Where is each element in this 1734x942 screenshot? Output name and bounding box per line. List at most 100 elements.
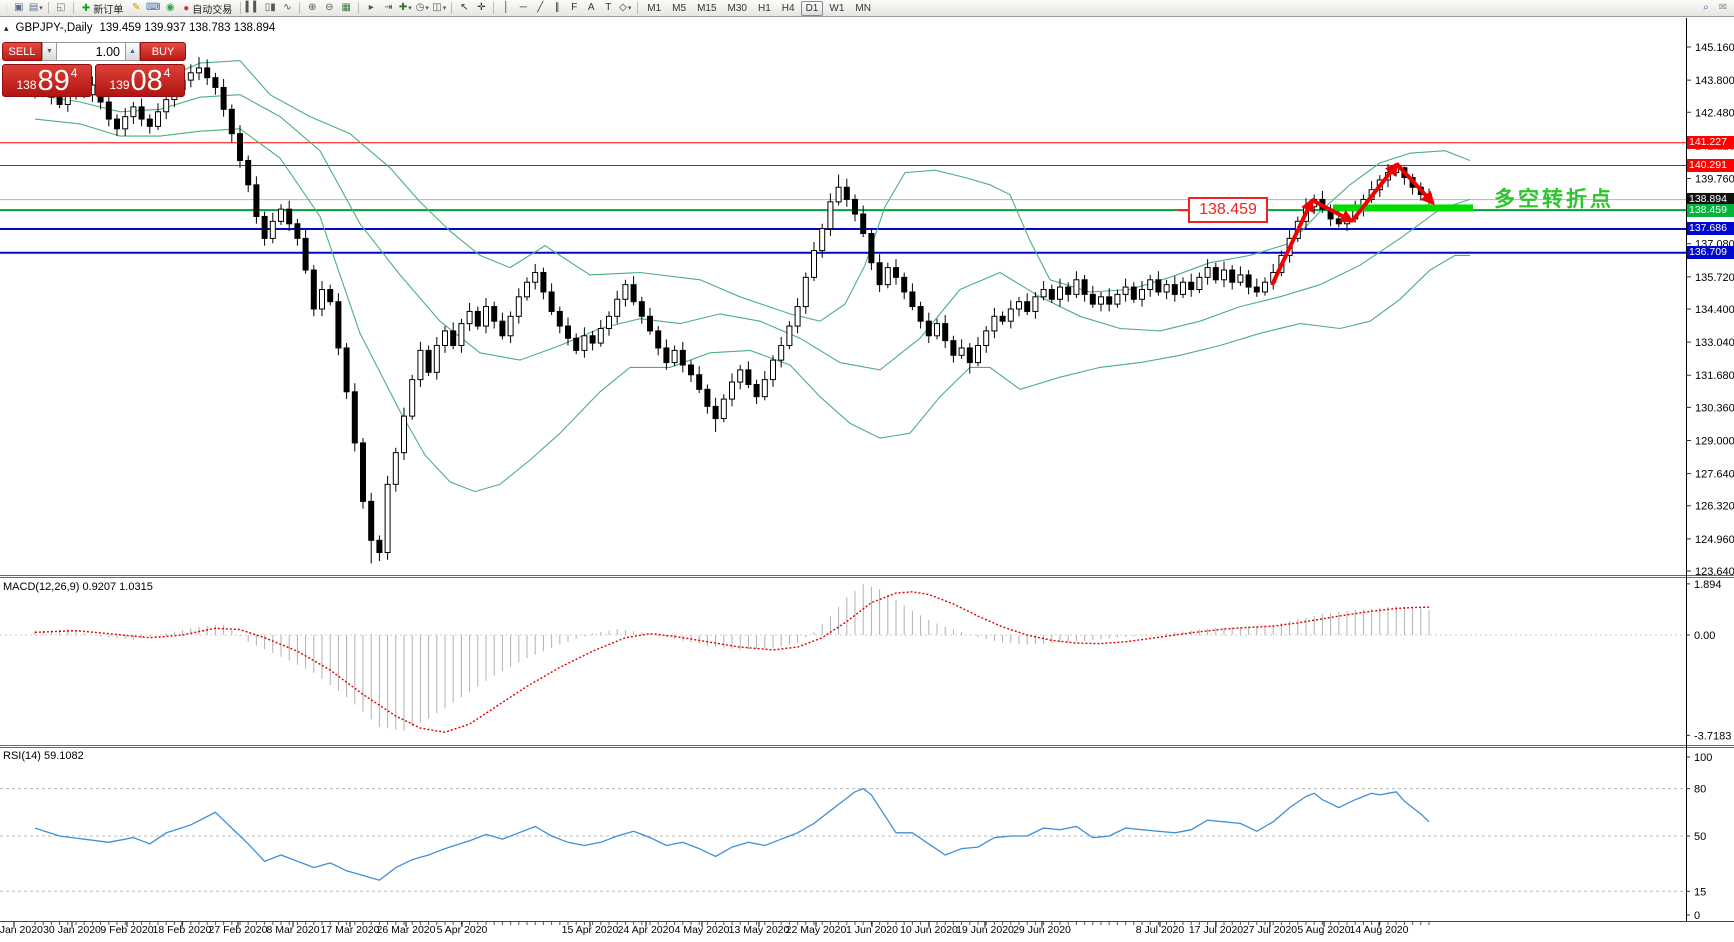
- timeframe-w1[interactable]: W1: [829, 2, 845, 14]
- candle: [245, 159, 252, 186]
- candle: [310, 269, 317, 310]
- timeframe-m30[interactable]: M30: [727, 2, 747, 14]
- zoom-out-icon[interactable]: ⊖: [325, 2, 334, 13]
- horizontal-line-icon[interactable]: ─: [519, 2, 527, 13]
- bar-chart-icon[interactable]: ▍▍: [245, 2, 261, 13]
- volume-increase-spinner[interactable]: ▲: [125, 42, 140, 61]
- candle: [450, 330, 457, 347]
- sell-button[interactable]: SELL: [2, 42, 42, 61]
- data-window-icon[interactable]: ◱: [56, 2, 66, 13]
- date-tick-label: 21 Jan 2020: [0, 924, 43, 936]
- date-tick-label: 17 Mar 2020: [321, 924, 380, 936]
- timeframe-mn[interactable]: MN: [855, 2, 871, 14]
- buy-price-prefix: 139: [109, 78, 130, 92]
- equidistant-channel-icon[interactable]: ∥: [554, 2, 560, 13]
- date-tick-label: 30 Jan 2020: [43, 924, 101, 936]
- symbol-icon: ▴: [4, 23, 9, 33]
- styler-icon[interactable]: ✎: [132, 2, 141, 13]
- terminal-icon[interactable]: ⌨: [146, 2, 161, 13]
- trendline-icon[interactable]: ╱: [537, 2, 544, 13]
- date-tick-label: 17 Jul 2020: [1189, 924, 1243, 936]
- shapes-icon[interactable]: ◇▾: [619, 2, 632, 13]
- candle: [1155, 279, 1162, 293]
- cursor-icon[interactable]: ↖: [460, 2, 469, 13]
- vertical-line-icon[interactable]: │: [503, 2, 510, 13]
- candle: [876, 262, 883, 286]
- volume-decrease-spinner[interactable]: ▼: [42, 42, 57, 61]
- buy-price-pip: 4: [163, 66, 171, 80]
- candle: [376, 539, 383, 553]
- candle: [212, 77, 219, 88]
- toolbar-grip: ┆: [4, 3, 9, 13]
- candle: [286, 208, 293, 225]
- chat-icon[interactable]: ✉: [1718, 2, 1728, 13]
- candle: [1130, 286, 1137, 300]
- candle: [228, 108, 235, 135]
- candle: [401, 415, 407, 454]
- candle: [917, 306, 924, 322]
- periods-icon[interactable]: ◷▾: [415, 2, 429, 13]
- candle: [1081, 279, 1088, 295]
- signals-icon[interactable]: ◉: [165, 2, 175, 13]
- candle: [1139, 289, 1145, 300]
- price-tick-label: 135.720: [1695, 272, 1734, 284]
- candlestick-chart-icon[interactable]: ▯▮: [264, 2, 276, 13]
- timeframe-m1[interactable]: M1: [647, 2, 662, 14]
- timeframe-m15[interactable]: M15: [697, 2, 717, 14]
- sell-price-button[interactable]: 138 89 4: [2, 64, 92, 97]
- timeframe-h1[interactable]: H1: [757, 2, 771, 14]
- price-marker-label: 140.291: [1687, 159, 1734, 173]
- candle: [237, 133, 243, 161]
- buy-button[interactable]: BUY: [140, 42, 186, 61]
- templates-icon[interactable]: ◫▾: [432, 2, 447, 13]
- main-pane[interactable]: [0, 56, 1686, 564]
- sell-price-pip: 4: [70, 66, 78, 80]
- zoom-in-icon[interactable]: ⊕: [308, 2, 317, 13]
- rsi-pane[interactable]: [0, 787, 1686, 892]
- candle: [1253, 286, 1260, 293]
- candle: [1024, 301, 1031, 312]
- candle: [811, 250, 817, 278]
- line-chart-icon[interactable]: ∿: [283, 2, 292, 13]
- timeframe-m5[interactable]: M5: [672, 2, 687, 14]
- date-tick-label: 22 May 2020: [786, 924, 847, 936]
- auto-scroll-icon[interactable]: ▸: [368, 2, 374, 13]
- tile-windows-icon[interactable]: ▦: [341, 2, 351, 13]
- candle: [146, 118, 153, 127]
- autotrading-button[interactable]: ● 自动交易: [183, 2, 233, 16]
- indicators-icon[interactable]: ✚▾: [398, 2, 412, 13]
- candle: [1040, 289, 1047, 298]
- candle: [827, 201, 834, 230]
- profiles-icon[interactable]: ▤▾: [28, 2, 43, 13]
- fibonacci-icon[interactable]: F: [571, 2, 578, 13]
- macd-pane[interactable]: [0, 584, 1686, 733]
- candle: [269, 220, 276, 239]
- new-chart-icon[interactable]: ▣: [14, 2, 24, 13]
- price-tick-label: 143.800: [1695, 75, 1734, 87]
- candle: [1196, 276, 1203, 291]
- crosshair-icon[interactable]: ✛: [477, 2, 486, 13]
- chart-shift-icon[interactable]: ⇥: [384, 2, 393, 13]
- candle: [556, 310, 563, 327]
- candle: [843, 186, 850, 200]
- price-tick-label: 129.000: [1695, 435, 1734, 447]
- candle: [999, 315, 1006, 322]
- timeframe-h4[interactable]: H4: [781, 2, 795, 14]
- price-tick-label: 130.360: [1695, 402, 1734, 414]
- candle: [163, 99, 170, 113]
- text-label-icon[interactable]: T: [605, 2, 612, 13]
- candle: [327, 289, 334, 303]
- candle: [573, 337, 580, 351]
- new-order-button[interactable]: ✚ 新订单: [81, 2, 124, 16]
- price-callout-138459[interactable]: 138.459: [1188, 197, 1268, 224]
- buy-price-button[interactable]: 139 08 4: [95, 64, 185, 97]
- date-tick-label: 19 Jun 2020: [956, 924, 1014, 936]
- text-icon[interactable]: A: [587, 2, 595, 13]
- candle: [204, 67, 211, 79]
- rsi-line: [34, 787, 1430, 881]
- candle: [1098, 296, 1104, 305]
- search-icon[interactable]: ⌕: [1703, 2, 1709, 13]
- volume-input[interactable]: [57, 42, 125, 61]
- timeframe-d1[interactable]: D1: [800, 0, 824, 16]
